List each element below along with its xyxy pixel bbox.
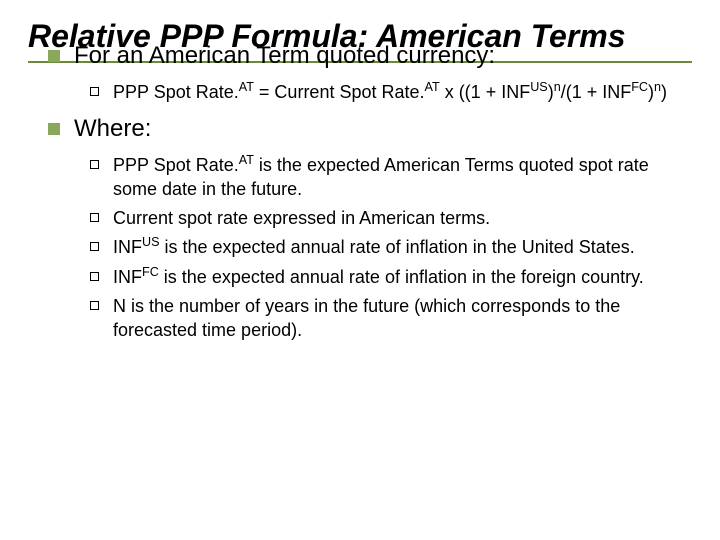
level2-text: PPP Spot Rate.AT = Current Spot Rate.AT … bbox=[113, 81, 667, 104]
slide: Relative PPP Formula: American Terms For… bbox=[0, 0, 720, 540]
level2-text: INFFC is the expected annual rate of inf… bbox=[113, 266, 644, 289]
hollow-square-icon bbox=[90, 301, 99, 310]
square-bullet-icon bbox=[48, 123, 60, 135]
hollow-square-icon bbox=[90, 87, 99, 96]
square-bullet-icon bbox=[48, 50, 60, 62]
hollow-square-icon bbox=[90, 160, 99, 169]
hollow-square-icon bbox=[90, 272, 99, 281]
level2-item: INFUS is the expected annual rate of inf… bbox=[90, 236, 692, 259]
level2-text: PPP Spot Rate.AT is the expected America… bbox=[113, 154, 692, 201]
hollow-square-icon bbox=[90, 242, 99, 251]
level2-item: Current spot rate expressed in American … bbox=[90, 207, 692, 230]
level2-text: INFUS is the expected annual rate of inf… bbox=[113, 236, 635, 259]
slide-body: For an American Term quoted currency: PPP… bbox=[28, 41, 692, 342]
level2-item: PPP Spot Rate.AT = Current Spot Rate.AT … bbox=[90, 81, 692, 104]
level2-item: N is the number of years in the future (… bbox=[90, 295, 692, 342]
level1-text: For an American Term quoted currency: bbox=[74, 41, 495, 71]
level2-wrap: PPP Spot Rate.AT is the expected America… bbox=[90, 154, 692, 342]
level2-text: N is the number of years in the future (… bbox=[113, 295, 692, 342]
level2-wrap: PPP Spot Rate.AT = Current Spot Rate.AT … bbox=[90, 81, 692, 104]
level2-text: Current spot rate expressed in American … bbox=[113, 207, 490, 230]
level1-text: Where: bbox=[74, 114, 151, 144]
level2-item: INFFC is the expected annual rate of inf… bbox=[90, 266, 692, 289]
level2-item: PPP Spot Rate.AT is the expected America… bbox=[90, 154, 692, 201]
level1-item: Where: bbox=[48, 114, 692, 144]
hollow-square-icon bbox=[90, 213, 99, 222]
